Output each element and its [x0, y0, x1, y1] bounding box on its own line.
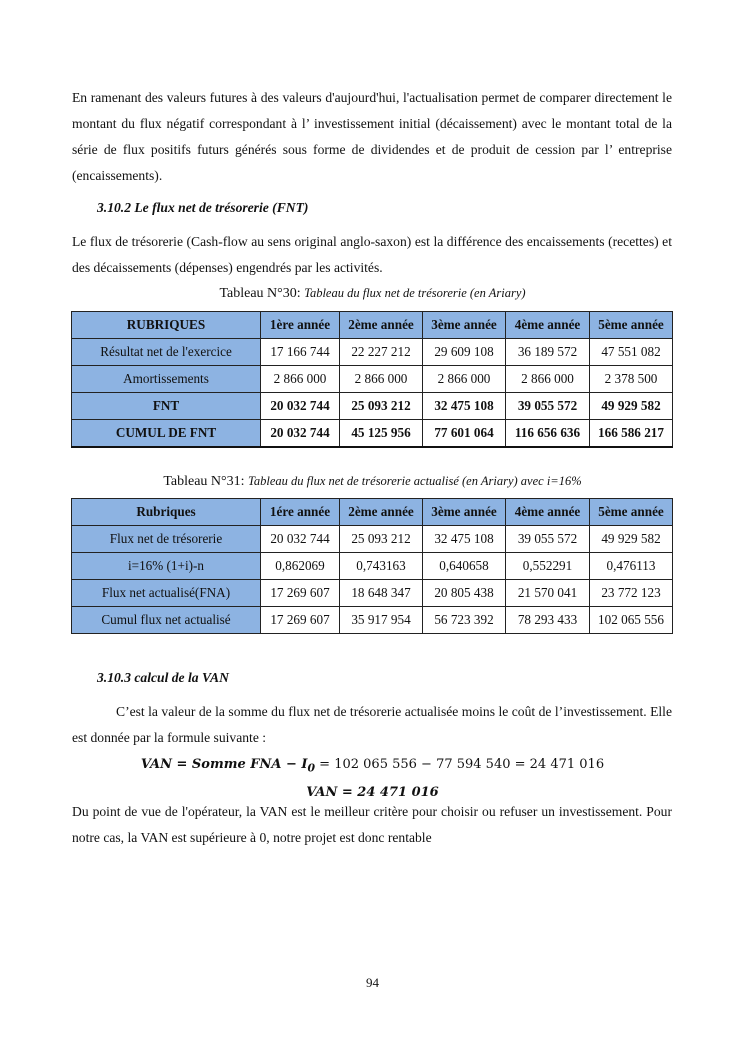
van-result: VAN = 24 471 016 — [0, 785, 745, 801]
table-row: FNT 20 032 744 25 093 212 32 475 108 39 055 … — [71, 392, 673, 420]
table-cell: 20 032 744 — [260, 525, 340, 553]
table-cell: 0,476113 — [589, 552, 673, 580]
column-header: 5ème année — [589, 498, 673, 526]
table-cell: 2 866 000 — [505, 365, 590, 393]
table31-label: Tableau N°31: — [163, 474, 245, 489]
table31-caption: Tableau N°31: Tableau du flux net de tré… — [0, 474, 745, 490]
table-cell: 32 475 108 — [422, 392, 506, 420]
formula-lhs: VAN = Somme FNA − I — [140, 757, 308, 772]
column-header: 2ème année — [339, 311, 423, 339]
table-cell: 56 723 392 — [422, 606, 506, 634]
row-label: Amortissements — [71, 365, 261, 393]
table-cell: 0,743163 — [339, 552, 423, 580]
table-cell: 17 269 607 — [260, 606, 340, 634]
table-cell: 23 772 123 — [589, 579, 673, 607]
row-label: FNT — [71, 392, 261, 420]
table30-caption: Tableau N°30: Tableau du flux net de tré… — [0, 286, 745, 302]
table-cell: 39 055 572 — [505, 525, 590, 553]
section-heading-van: 3.10.3 calcul de la VAN — [97, 670, 229, 685]
table-cell: 20 032 744 — [260, 392, 340, 420]
table-cell: 2 866 000 — [260, 365, 340, 393]
table-header-row: Rubriques 1ére année 2ème année 3ème année 4… — [71, 498, 673, 526]
column-header: 4ème année — [505, 311, 590, 339]
column-header: 1ére année — [260, 498, 340, 526]
van-result-value: VAN = 24 471 016 — [306, 785, 439, 800]
table31-title: Tableau du flux net de trésorerie actual… — [248, 474, 582, 488]
row-label: i=16% (1+i)-n — [71, 552, 261, 580]
table-row: Résultat net de l'exercice 17 166 744 22 2… — [71, 338, 673, 366]
column-header: 4ème année — [505, 498, 590, 526]
table-cell: 49 929 582 — [589, 392, 673, 420]
table-row: Amortissements 2 866 000 2 866 000 2 866 00… — [71, 365, 673, 393]
table-row: Flux net actualisé(FNA) 17 269 607 18 648 … — [71, 579, 673, 607]
table-row: Flux net de trésorerie 20 032 744 25 093 2… — [71, 525, 673, 553]
column-header: 2ème année — [339, 498, 423, 526]
table30-title: Tableau du flux net de trésorerie (en Ar… — [304, 286, 526, 300]
table-31: Rubriques 1ére année 2ème année 3ème année 4… — [71, 498, 673, 634]
row-label: Résultat net de l'exercice — [71, 338, 261, 366]
table-row: Cumul flux net actualisé 17 269 607 35 917… — [71, 606, 673, 634]
table-cell: 36 189 572 — [505, 338, 590, 366]
fnt-paragraph: Le flux de trésorerie (Cash-flow au sens… — [72, 234, 672, 275]
column-header: 3ème année — [422, 498, 506, 526]
table-cell: 35 917 954 — [339, 606, 423, 634]
table-cell: 0,862069 — [260, 552, 340, 580]
column-header: Rubriques — [71, 498, 261, 526]
row-label: Flux net de trésorerie — [71, 525, 261, 553]
column-header: 3ème année — [422, 311, 506, 339]
table-30: RUBRIQUES 1ère année 2ème année 3ème année 4… — [71, 311, 673, 448]
page-number: 94 — [366, 975, 379, 990]
table-cell: 17 269 607 — [260, 579, 340, 607]
row-label: CUMUL DE FNT — [71, 419, 261, 448]
column-header: 1ère année — [260, 311, 340, 339]
row-label: Cumul flux net actualisé — [71, 606, 261, 634]
van-formula: VAN = Somme FNA − I0 = 102 065 556 − 77 … — [0, 757, 745, 775]
table-cell: 45 125 956 — [339, 419, 423, 448]
van-paragraph: C’est la valeur de la somme du flux net … — [72, 704, 672, 745]
table-cell: 20 805 438 — [422, 579, 506, 607]
column-header: 5ème année — [589, 311, 673, 339]
table-cell: 2 866 000 — [339, 365, 423, 393]
section-heading-fnt: 3.10.2 Le flux net de trésorerie (FNT) — [97, 200, 309, 215]
table-cell: 0,640658 — [422, 552, 506, 580]
table-cell: 18 648 347 — [339, 579, 423, 607]
table-row: CUMUL DE FNT 20 032 744 45 125 956 77 601 0… — [71, 419, 673, 448]
formula-rhs: = 102 065 556 − 77 594 540 = 24 471 016 — [315, 757, 605, 772]
table-cell: 78 293 433 — [505, 606, 590, 634]
table-cell: 20 032 744 — [260, 419, 340, 448]
table-cell: 49 929 582 — [589, 525, 673, 553]
formula-subscript: 0 — [307, 761, 316, 775]
table-cell: 21 570 041 — [505, 579, 590, 607]
table-row: i=16% (1+i)-n 0,862069 0,743163 0,640658 0,5… — [71, 552, 673, 580]
table-cell: 25 093 212 — [339, 392, 423, 420]
table-header-row: RUBRIQUES 1ère année 2ème année 3ème année 4… — [71, 311, 673, 339]
table-cell: 166 586 217 — [589, 419, 673, 448]
table-cell: 77 601 064 — [422, 419, 506, 448]
table-cell: 102 065 556 — [589, 606, 673, 634]
table-cell: 17 166 744 — [260, 338, 340, 366]
conclusion-paragraph: Du point de vue de l'opérateur, la VAN e… — [72, 804, 672, 845]
table-cell: 39 055 572 — [505, 392, 590, 420]
table-cell: 2 378 500 — [589, 365, 673, 393]
table-cell: 25 093 212 — [339, 525, 423, 553]
table-cell: 0,552291 — [505, 552, 590, 580]
row-label: Flux net actualisé(FNA) — [71, 579, 261, 607]
intro-paragraph: En ramenant des valeurs futures à des va… — [72, 90, 672, 183]
table30-label: Tableau N°30: — [219, 286, 301, 301]
table-cell: 32 475 108 — [422, 525, 506, 553]
table-cell: 47 551 082 — [589, 338, 673, 366]
table-cell: 2 866 000 — [422, 365, 506, 393]
column-header: RUBRIQUES — [71, 311, 261, 339]
table-cell: 116 656 636 — [505, 419, 590, 448]
table-cell: 22 227 212 — [339, 338, 423, 366]
table-cell: 29 609 108 — [422, 338, 506, 366]
